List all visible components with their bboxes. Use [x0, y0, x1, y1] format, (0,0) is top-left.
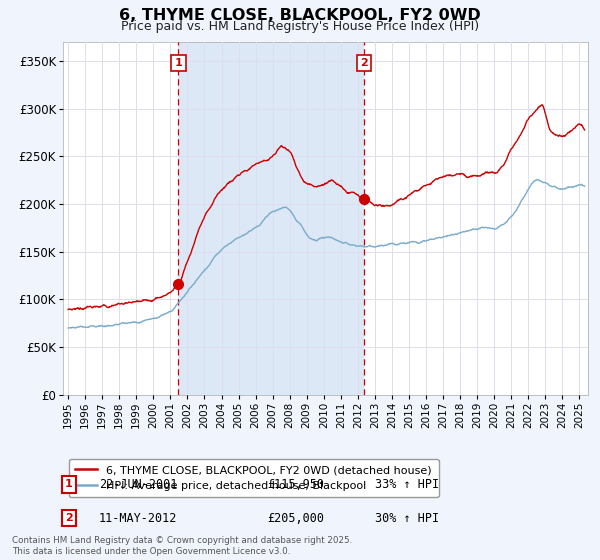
- Text: 22-JUN-2001: 22-JUN-2001: [99, 478, 178, 491]
- Bar: [178, 42, 364, 395]
- Text: £115,950: £115,950: [267, 478, 324, 491]
- Text: 2: 2: [65, 513, 73, 523]
- Legend: 6, THYME CLOSE, BLACKPOOL, FY2 0WD (detached house), HPI: Average price, detache: 6, THYME CLOSE, BLACKPOOL, FY2 0WD (deta…: [68, 459, 439, 497]
- Text: 1: 1: [175, 58, 182, 68]
- Text: 30% ↑ HPI: 30% ↑ HPI: [375, 511, 439, 525]
- Text: 33% ↑ HPI: 33% ↑ HPI: [375, 478, 439, 491]
- Text: 1: 1: [65, 479, 73, 489]
- Text: Price paid vs. HM Land Registry's House Price Index (HPI): Price paid vs. HM Land Registry's House …: [121, 20, 479, 32]
- Text: Contains HM Land Registry data © Crown copyright and database right 2025.
This d: Contains HM Land Registry data © Crown c…: [12, 536, 352, 556]
- Text: £205,000: £205,000: [267, 511, 324, 525]
- Text: 6, THYME CLOSE, BLACKPOOL, FY2 0WD: 6, THYME CLOSE, BLACKPOOL, FY2 0WD: [119, 8, 481, 24]
- Text: 11-MAY-2012: 11-MAY-2012: [99, 511, 178, 525]
- Text: 2: 2: [360, 58, 368, 68]
